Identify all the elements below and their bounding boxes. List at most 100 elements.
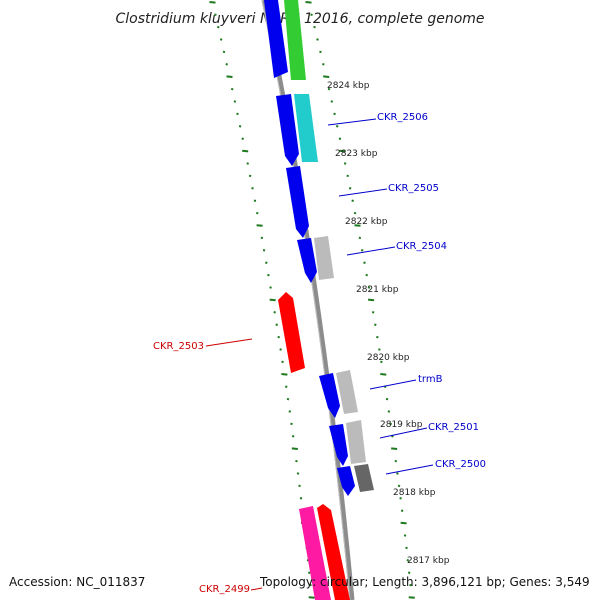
minor-tick	[346, 174, 349, 178]
gene-label[interactable]: trmB	[418, 374, 443, 385]
minor-tick	[389, 422, 392, 426]
minor-tick	[353, 211, 357, 215]
gene-arrow[interactable]	[264, 0, 288, 78]
minor-tick	[295, 459, 298, 463]
minor-tick	[288, 410, 292, 413]
minor-tick	[396, 472, 399, 475]
minor-tick	[409, 583, 412, 587]
minor-tick	[335, 125, 339, 128]
forward-label-leaders	[327, 118, 434, 475]
kbp-labels: 2824 kbp 2823 kbp 2822 kbp 2821 kbp 2820…	[327, 81, 450, 566]
minor-tick	[290, 422, 293, 426]
gene-box[interactable]	[346, 420, 366, 464]
minor-tick	[358, 236, 362, 240]
minor-tick	[385, 397, 389, 401]
minor-tick	[309, 583, 312, 587]
kbp-label: 2822 kbp	[345, 217, 388, 227]
minor-tick	[403, 534, 407, 537]
minor-tick	[348, 187, 352, 190]
minor-tick	[284, 385, 288, 388]
gene-label[interactable]: CKR_2501	[428, 422, 479, 433]
minor-tick	[313, 25, 316, 29]
gene-arrow-reverse[interactable]	[299, 506, 331, 600]
gene-label[interactable]: CKR_2504	[396, 241, 447, 252]
gene-box[interactable]	[354, 464, 374, 492]
kbp-label: 2817 kbp	[407, 556, 450, 566]
minor-tick	[264, 261, 268, 264]
kbp-label: 2818 kbp	[393, 488, 436, 498]
minor-tick	[400, 509, 404, 512]
topology-summary: Topology: circular; Length: 3,896,121 bp…	[259, 575, 590, 589]
gene-arrow[interactable]	[276, 94, 299, 166]
minor-tick	[241, 137, 244, 140]
major-tick	[339, 149, 346, 153]
minor-tick	[296, 472, 300, 475]
gene-label[interactable]: CKR_2499	[199, 584, 250, 595]
gene-arrow[interactable]	[297, 238, 317, 283]
minor-tick	[279, 348, 282, 351]
gene-label[interactable]: CKR_2505	[388, 183, 439, 194]
minor-tick	[399, 497, 402, 500]
minor-tick	[376, 335, 379, 339]
minor-tick	[367, 286, 371, 289]
minor-tick	[251, 187, 254, 190]
minor-tick	[407, 571, 411, 574]
map-title: Clostridium kluyveri NBRC 12016, complet…	[115, 11, 484, 27]
gene-label[interactable]: CKR_2500	[435, 459, 486, 470]
major-tick	[408, 596, 415, 599]
gene-arrow[interactable]	[286, 166, 309, 238]
major-tick	[256, 224, 263, 227]
minor-tick	[230, 87, 234, 91]
minor-tick	[262, 249, 266, 252]
minor-tick	[322, 63, 325, 66]
gene-box[interactable]	[314, 236, 334, 280]
gene-arrow-reverse[interactable]	[278, 292, 305, 373]
genome-backbone	[261, 0, 355, 600]
gene-arrow[interactable]	[337, 466, 355, 496]
gene-box[interactable]	[284, 0, 306, 80]
minor-tick	[310, 13, 313, 16]
major-tick	[391, 447, 398, 450]
gene-label[interactable]: CKR_2506	[377, 112, 428, 123]
gene-arrow[interactable]	[329, 424, 348, 466]
minor-tick	[277, 335, 280, 339]
minor-tick	[267, 273, 270, 277]
inner-tick-track	[209, 1, 315, 599]
gene-box[interactable]	[294, 94, 318, 162]
minor-tick	[248, 174, 252, 178]
gene-box[interactable]	[336, 370, 358, 414]
minor-tick	[365, 273, 368, 277]
minor-tick	[286, 397, 290, 401]
minor-tick	[327, 87, 331, 91]
minor-tick	[343, 162, 347, 165]
minor-tick	[222, 50, 226, 54]
major-tick	[354, 224, 361, 227]
gene-features	[264, 0, 374, 600]
minor-tick	[238, 125, 242, 128]
kbp-label: 2823 kbp	[335, 149, 378, 159]
minor-tick	[275, 323, 278, 326]
minor-tick	[219, 38, 223, 41]
minor-tick	[406, 559, 410, 562]
minor-tick	[298, 484, 301, 488]
gene-arrow-reverse[interactable]	[317, 504, 350, 600]
minor-tick	[330, 100, 334, 103]
gene-arrow[interactable]	[319, 373, 340, 418]
major-tick	[367, 298, 375, 302]
minor-tick	[374, 323, 377, 326]
gene-label[interactable]: CKR_2503	[153, 341, 204, 352]
minor-tick	[273, 311, 276, 314]
minor-tick	[253, 199, 257, 202]
minor-tick	[363, 261, 366, 264]
major-tick	[269, 298, 276, 302]
accession-text: Accession: NC_011837	[9, 575, 145, 589]
kbp-label: 2824 kbp	[327, 81, 370, 91]
minor-tick	[397, 484, 401, 488]
minor-tick	[351, 199, 354, 202]
minor-tick	[233, 100, 237, 103]
minor-tick	[307, 571, 311, 574]
genome-backbone-highlight	[261, 0, 351, 600]
minor-tick	[291, 435, 295, 438]
minor-tick	[269, 286, 272, 289]
